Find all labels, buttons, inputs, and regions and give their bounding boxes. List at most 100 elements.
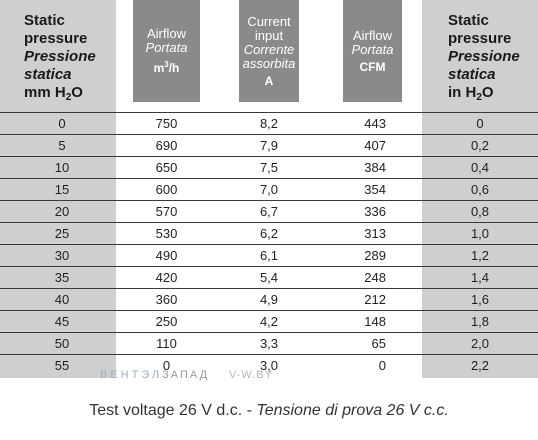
right-column-shade — [422, 0, 538, 378]
footer-text: Test voltage 26 V d.c. - — [89, 402, 257, 419]
header-label: Airflow — [146, 26, 186, 41]
cell-current-a: 4,2 — [259, 314, 279, 329]
cell-static-mm: 5 — [58, 138, 66, 153]
header-static-pressure-mm: Static pressure Pressione statica mm H2O — [24, 12, 96, 107]
header-current-input: Current input Corrente assorbita A — [239, 0, 299, 102]
cell-airflow-cfm: 148 — [364, 314, 386, 329]
cell-static-in: 1,6 — [470, 292, 490, 307]
cell-current-a: 6,7 — [259, 204, 279, 219]
footer-text-italian: Tensione di prova 26 V c.c. — [256, 402, 449, 419]
cell-airflow-cfm: 65 — [371, 336, 386, 351]
cell-airflow-m3h: 0 — [162, 358, 171, 373]
cell-static-in: 1,4 — [470, 270, 490, 285]
table-row: 55 0 3,0 0 2,2 — [0, 354, 538, 376]
table-row: 0 750 8,2 443 0 — [0, 112, 538, 134]
cell-airflow-m3h: 360 — [155, 292, 178, 307]
cell-static-in: 1,8 — [470, 314, 490, 329]
cell-current-a: 7,5 — [259, 160, 279, 175]
header-label: Airflow — [352, 27, 392, 43]
cell-static-mm: 40 — [54, 292, 70, 307]
cell-airflow-m3h: 110 — [156, 336, 177, 351]
cell-static-in: 0 — [476, 116, 484, 131]
cell-airflow-cfm: 443 — [364, 116, 386, 131]
cell-static-mm: 20 — [54, 204, 70, 219]
header-label: Static — [24, 12, 65, 29]
cell-airflow-cfm: 289 — [364, 248, 386, 263]
cell-airflow-m3h: 600 — [155, 182, 178, 197]
header-label-italian: Corrente — [243, 41, 295, 57]
header-unit: m3/h — [153, 60, 180, 75]
cell-static-in: 0,4 — [470, 160, 490, 175]
cell-static-mm: 55 — [54, 358, 70, 373]
performance-table-body: 0 750 8,2 443 0 5 690 7,9 407 0,2 10 650 7,5 384 0,4 15… — [0, 112, 538, 376]
cell-airflow-m3h: 650 — [155, 160, 178, 175]
cell-static-mm: 0 — [58, 116, 66, 131]
table-row: 25 530 6,2 313 1,0 — [0, 222, 538, 244]
table-row: 50 110 3,3 65 2,0 — [0, 332, 538, 354]
cell-airflow-m3h: 570 — [155, 204, 178, 219]
cell-current-a: 7,0 — [259, 182, 279, 197]
header-label: pressure — [24, 30, 88, 47]
cell-current-a: 5,4 — [259, 270, 279, 285]
cell-static-mm: 50 — [54, 336, 70, 351]
header-label-italian: assorbita — [242, 55, 296, 71]
header-unit: in H2O — [448, 84, 494, 103]
cell-static-in: 0,2 — [470, 138, 490, 153]
cell-static-mm: 15 — [54, 182, 70, 197]
cell-current-a: 7,9 — [259, 138, 279, 153]
header-unit: CFM — [359, 59, 386, 74]
table-row: 35 420 5,4 248 1,4 — [0, 266, 538, 288]
cell-airflow-m3h: 420 — [155, 270, 178, 285]
table-row: 30 490 6,1 289 1,2 — [0, 244, 538, 266]
cell-static-in: 1,2 — [470, 248, 490, 263]
cell-airflow-cfm: 336 — [364, 204, 386, 219]
cell-airflow-m3h: 750 — [155, 116, 178, 131]
header-label: input — [254, 27, 284, 43]
test-voltage-note: Test voltage 26 V d.c. - Tensione di pro… — [0, 402, 538, 420]
cell-airflow-m3h: 490 — [155, 248, 178, 263]
header-label-italian: Portata — [145, 40, 188, 55]
cell-airflow-cfm: 248 — [364, 270, 386, 285]
cell-static-mm: 35 — [54, 270, 70, 285]
cell-static-in: 1,0 — [470, 226, 490, 241]
table-row: 40 360 4,9 212 1,6 — [0, 288, 538, 310]
cell-static-mm: 45 — [54, 314, 70, 329]
cell-static-mm: 30 — [54, 248, 70, 263]
left-column-shade — [0, 0, 116, 378]
header-airflow-m3h: Airflow Portata m3/h — [133, 0, 200, 102]
cell-airflow-cfm: 313 — [364, 226, 386, 241]
header-label-italian: Pressione — [24, 48, 96, 65]
table-row: 10 650 7,5 384 0,4 — [0, 156, 538, 178]
header-unit: A — [264, 73, 274, 88]
cell-airflow-cfm: 384 — [364, 160, 386, 175]
cell-current-a: 6,1 — [259, 248, 279, 263]
header-static-pressure-in: Static pressure Pressione statica in H2O — [448, 12, 520, 107]
table-row: 15 600 7,0 354 0,6 — [0, 178, 538, 200]
header-label-italian: statica — [24, 66, 72, 83]
watermark-brand-2: ЗАПАД — [162, 369, 210, 381]
cell-static-in: 2,2 — [470, 358, 490, 373]
cell-airflow-cfm: 212 — [364, 292, 386, 307]
cell-static-mm: 25 — [54, 226, 70, 241]
cell-airflow-m3h: 690 — [155, 138, 178, 153]
cell-static-mm: 10 — [54, 160, 70, 175]
header-label: pressure — [448, 30, 512, 47]
header-label-italian: statica — [448, 66, 496, 83]
cell-airflow-m3h: 250 — [155, 314, 178, 329]
header-airflow-cfm: Airflow Portata CFM — [343, 0, 402, 102]
table-row: 20 570 6,7 336 0,8 — [0, 200, 538, 222]
header-label: Static — [448, 12, 489, 29]
cell-current-a: 4,9 — [259, 292, 279, 307]
table-row: 45 250 4,2 148 1,8 — [0, 310, 538, 332]
cell-static-in: 0,8 — [470, 204, 490, 219]
watermark: ВЕНТЭЛЗАПАД V-W.BY — [100, 369, 273, 381]
cell-airflow-cfm: 0 — [378, 358, 386, 373]
cell-airflow-cfm: 354 — [364, 182, 386, 197]
header-label-italian: Pressione — [448, 48, 520, 65]
header-label-italian: Portata — [351, 41, 394, 57]
cell-airflow-cfm: 407 — [364, 138, 386, 153]
header-label: Current — [247, 13, 291, 29]
cell-current-a: 8,2 — [259, 116, 279, 131]
watermark-brand: ВЕНТЭЛ — [100, 369, 163, 381]
watermark-url: V-W.BY — [229, 369, 273, 381]
